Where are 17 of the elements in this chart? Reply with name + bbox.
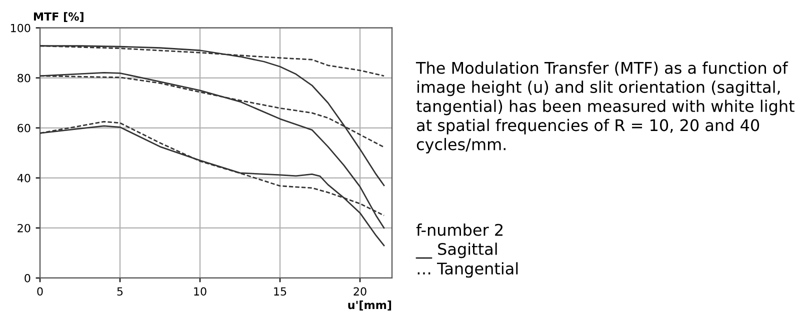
x-axis-title: u'[mm] [348, 300, 392, 310]
text: __ Sagittal [416, 242, 497, 259]
x-tick-label: 20 [354, 287, 366, 296]
y-tick-label: 40 [17, 174, 30, 182]
x-tick-label: 10 [194, 287, 206, 296]
x-tick-label: 0 [37, 287, 43, 296]
text: The Modulation Transfer (MTF) as a function of image height (u) and slit orientation (sagittal, tangential) has been measured with white light at spatial frequencies of R = 10, 20 and 40 cycles/mm. [416, 62, 794, 154]
y-tick-label: 80 [18, 74, 30, 82]
y-tick-label: 100 [10, 24, 30, 32]
y-tick-label: 60 [18, 124, 30, 132]
text: … Tangential [418, 262, 518, 278]
y-tick-label: 20 [18, 224, 30, 232]
y-tick-label: 0 [24, 274, 30, 282]
y-axis-title: MTF [%] [34, 12, 84, 22]
x-tick-label: 15 [274, 287, 286, 296]
x-tick-label: 5 [117, 287, 123, 296]
text: f-number 2 [416, 224, 502, 236]
